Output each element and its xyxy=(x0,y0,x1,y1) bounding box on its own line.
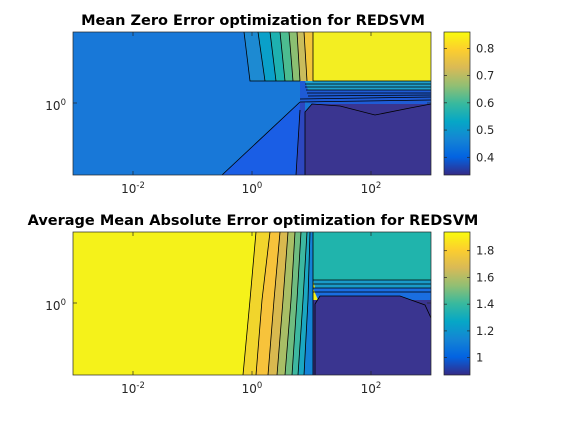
x-tick-label: 102 xyxy=(361,381,382,396)
colorbar-tick-label: 1.4 xyxy=(476,297,494,311)
region-top-right-plateau xyxy=(313,32,431,81)
region-steep-band-upper xyxy=(305,81,431,90)
colorbar-tick-label: 1.2 xyxy=(476,324,494,338)
y-tick-label: 100 xyxy=(45,98,66,113)
region-top-right-plateau xyxy=(313,232,431,280)
x-tick-label: 102 xyxy=(361,181,382,196)
region-bottom-right-plateau xyxy=(305,104,431,175)
colorbar-tick-label: 1.6 xyxy=(476,270,494,284)
colorbar-ticks xyxy=(444,47,470,158)
region-bottom-right-core xyxy=(315,296,431,375)
y-tick-label: 100 xyxy=(45,298,66,313)
colorbar-tick-labels: 1 1.2 1.4 1.6 1.8 xyxy=(476,244,494,365)
chart-panel-mze: Mean Zero Error optimization for REDSVM xyxy=(45,13,494,196)
region-transition-band xyxy=(296,102,305,175)
axis-ticks xyxy=(73,32,431,175)
colorbar-tick-labels: 0.4 0.5 0.6 0.7 0.8 xyxy=(476,41,494,164)
colorbar xyxy=(444,232,470,375)
colorbar-tick-label: 0.4 xyxy=(476,150,494,164)
colorbar xyxy=(444,32,470,175)
x-tick-label: 100 xyxy=(242,381,263,396)
x-tick-label: 10-2 xyxy=(121,381,145,396)
x-tick-label: 100 xyxy=(242,181,263,196)
colorbar-ticks xyxy=(444,250,470,358)
axis-ticks xyxy=(73,232,431,375)
chart-title: Mean Zero Error optimization for REDSVM xyxy=(81,13,425,29)
chart-title: Average Mean Absolute Error optimization… xyxy=(28,213,479,229)
colorbar-frame xyxy=(443,231,471,376)
colorbar-frame xyxy=(443,31,471,176)
contour-fill xyxy=(73,32,431,175)
colorbar-tick-label: 0.7 xyxy=(476,69,494,83)
chart-panel-amae: Average Mean Absolute Error optimization… xyxy=(28,213,495,396)
contour-lines xyxy=(242,232,431,375)
colorbar-tick-label: 0.6 xyxy=(476,96,494,110)
contour-fill xyxy=(73,232,431,375)
colorbar-tick-label: 1.8 xyxy=(476,244,494,258)
colorbar-tick-label: 0.5 xyxy=(476,123,494,137)
colorbar-tick-label: 0.8 xyxy=(476,41,494,55)
colorbar-tick-label: 1 xyxy=(476,351,483,365)
x-tick-label: 10-2 xyxy=(121,181,145,196)
contour-lines xyxy=(221,32,431,175)
